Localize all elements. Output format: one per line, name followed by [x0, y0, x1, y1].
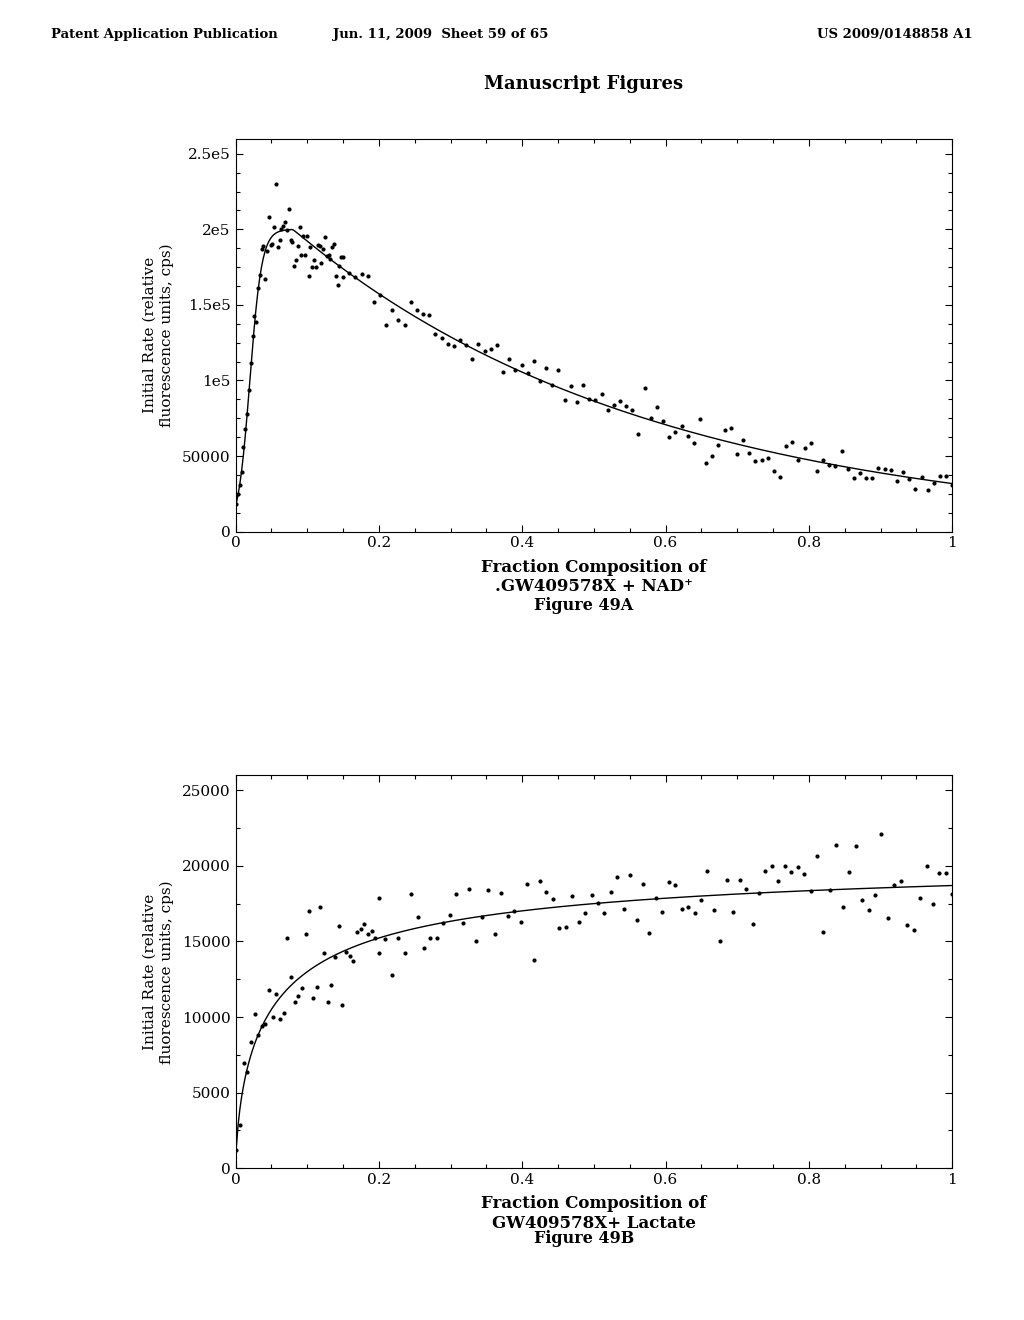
Text: Jun. 11, 2009  Sheet 59 of 65: Jun. 11, 2009 Sheet 59 of 65 [333, 28, 548, 41]
X-axis label: Fraction Composition of
.GW409578X + NAD⁺: Fraction Composition of .GW409578X + NAD… [481, 558, 707, 595]
Text: Patent Application Publication: Patent Application Publication [51, 28, 278, 41]
Text: Manuscript Figures: Manuscript Figures [484, 75, 683, 94]
Text: US 2009/0148858 A1: US 2009/0148858 A1 [817, 28, 973, 41]
Text: Figure 49A: Figure 49A [535, 597, 633, 614]
Y-axis label: Initial Rate (relative
fluorescence units, cps): Initial Rate (relative fluorescence unit… [143, 880, 174, 1064]
Y-axis label: Initial Rate (relative
fluorescence units, cps): Initial Rate (relative fluorescence unit… [143, 243, 174, 426]
Text: Figure 49B: Figure 49B [534, 1230, 634, 1247]
X-axis label: Fraction Composition of
GW409578X+ Lactate: Fraction Composition of GW409578X+ Lacta… [481, 1196, 707, 1232]
